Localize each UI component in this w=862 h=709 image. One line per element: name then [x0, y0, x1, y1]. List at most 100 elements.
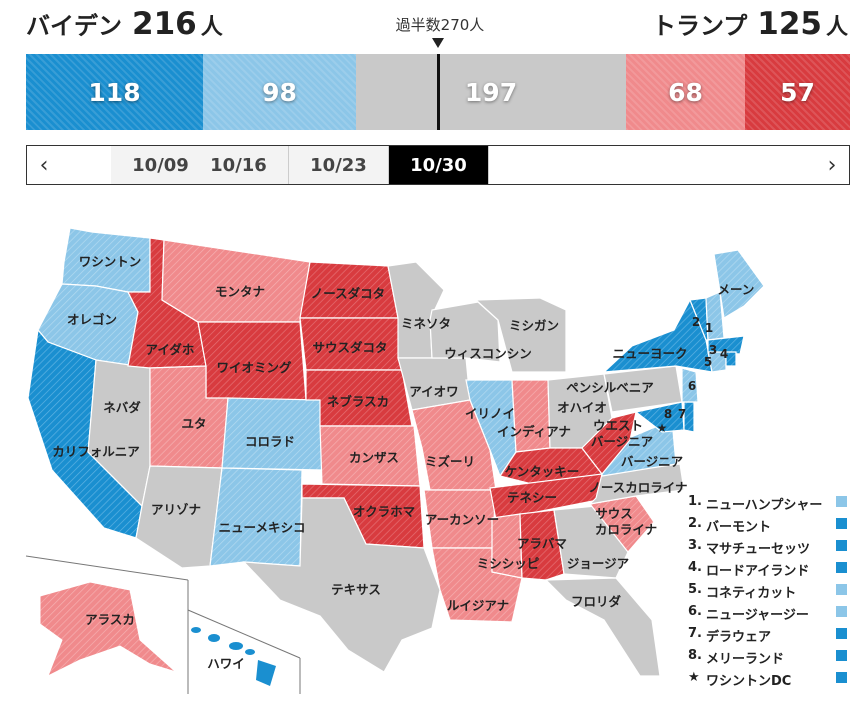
legend-num: 4.: [688, 560, 702, 575]
label-georgia: ジョージア: [567, 556, 629, 571]
legend-label: マサチューセッツ: [706, 542, 811, 557]
majority-label: 過半数270人: [395, 16, 485, 34]
label-washington: ワシントン: [79, 254, 142, 269]
state-alaska[interactable]: [39, 581, 177, 678]
label-maine: メーン: [718, 282, 755, 297]
bar-lean-biden: 98: [203, 54, 356, 130]
biden-total: バイデン 216 人: [26, 6, 223, 42]
chevron-right-icon[interactable]: ›: [827, 152, 837, 178]
state-connecticut[interactable]: [707, 351, 727, 373]
legend-swatch: [836, 540, 847, 551]
header: バイデン 216 人 過半数270人 トランプ 125 人: [0, 0, 862, 52]
legend-label: ニュージャージー: [706, 608, 809, 623]
label-north-dakota: ノースダコタ: [311, 286, 385, 301]
state-indiana[interactable]: [511, 379, 551, 453]
chevron-left-icon[interactable]: ‹: [39, 152, 49, 178]
label-west-virginia-1: ウエスト: [593, 418, 643, 433]
legend-label: コネティカット: [706, 586, 797, 601]
legend-num: 6.: [688, 604, 702, 619]
label-alaska: アラスカ: [85, 612, 135, 627]
legend-item: ★ ワシントンDC: [688, 668, 858, 689]
legend-item: 5. コネティカット: [688, 580, 858, 601]
legend-item: 6. ニュージャージー: [688, 602, 858, 623]
tab-10-23[interactable]: 10/23: [289, 146, 389, 184]
label-tennessee: テネシー: [507, 490, 557, 505]
legend-swatch: [836, 496, 847, 507]
legend-label: メリーランド: [706, 652, 785, 667]
legend-num: 5.: [688, 582, 702, 597]
marker-1: 1: [705, 321, 713, 335]
label-south-dakota: サウスダコタ: [312, 340, 387, 355]
label-north-carolina: ノースカロライナ: [588, 480, 687, 495]
tab-10-30[interactable]: 10/30: [389, 146, 489, 184]
legend-num: ★: [688, 670, 700, 685]
legend-num: 7.: [688, 626, 702, 641]
state-georgia[interactable]: [553, 505, 629, 579]
state-montana[interactable]: [161, 239, 311, 323]
legend-num: 8.: [688, 648, 702, 663]
legend-swatch: [836, 606, 847, 617]
state-hawaii[interactable]: [191, 627, 276, 686]
state-michigan[interactable]: [474, 297, 567, 373]
label-illinois: イリノイ: [465, 406, 515, 421]
label-oregon: オレゴン: [67, 312, 117, 327]
state-new-mexico[interactable]: [209, 467, 303, 567]
state-massachusetts[interactable]: [707, 335, 745, 355]
label-arizona: アリゾナ: [151, 502, 201, 517]
label-south-carolina-1: サウス: [595, 506, 633, 521]
bar-solid-trump: 57: [745, 54, 850, 130]
marker-4: 4: [720, 347, 728, 361]
majority-line: [437, 54, 440, 130]
label-nebraska: ネブラスカ: [327, 394, 389, 409]
marker-2: 2: [692, 315, 700, 329]
marker-6: 6: [688, 379, 696, 393]
label-alabama: アラバマ: [517, 536, 567, 551]
label-nevada: ネバダ: [103, 400, 141, 415]
label-ohio: オハイオ: [557, 400, 607, 415]
state-florida[interactable]: [544, 577, 661, 677]
state-maine[interactable]: [713, 249, 765, 319]
trump-total: トランプ 125 人: [652, 6, 848, 42]
label-south-carolina-2: カロライナ: [595, 522, 657, 537]
label-louisiana: ルイジアナ: [447, 598, 509, 613]
star-icon: ★: [657, 421, 668, 435]
label-wisconsin: ウィスコンシン: [444, 346, 532, 361]
legend-swatch: [836, 672, 847, 683]
state-rhode-island[interactable]: [725, 351, 737, 367]
legend-label: バーモント: [706, 520, 772, 535]
bar-lean-trump: 68: [626, 54, 745, 130]
label-mississippi: ミシシッピ: [477, 556, 540, 571]
date-timeline: ‹ 10/09 10/16 10/23 10/30 ›: [26, 145, 850, 185]
bar-solid-biden: 118: [26, 54, 203, 130]
label-oklahoma: オクラホマ: [353, 504, 415, 519]
biden-count: 216: [132, 6, 197, 42]
biden-unit: 人: [200, 15, 223, 40]
legend-item: 2. バーモント: [688, 514, 858, 535]
legend-label: ロードアイランド: [706, 564, 810, 579]
marker-5: 5: [704, 355, 712, 369]
legend-swatch: [836, 518, 847, 529]
state-arizona[interactable]: [135, 465, 223, 569]
label-montana: モンタナ: [215, 284, 265, 299]
legend-swatch: [836, 650, 847, 661]
legend-item: 1. ニューハンプシャー: [688, 492, 858, 513]
legend-swatch: [836, 562, 847, 573]
label-arkansas: アーカンソー: [425, 512, 499, 527]
label-hawaii: ハワイ: [207, 656, 245, 671]
bar-tossup: 197: [356, 54, 626, 130]
majority-arrow-icon: [432, 38, 444, 48]
label-new-mexico: ニューメキシコ: [218, 520, 305, 535]
label-idaho: アイダホ: [146, 342, 195, 357]
state-texas[interactable]: [242, 497, 441, 673]
state-new-jersey[interactable]: [681, 367, 699, 403]
legend-item: 3. マサチューセッツ: [688, 536, 858, 557]
label-new-york: ニューヨーク: [612, 346, 687, 361]
legend-num: 1.: [688, 494, 702, 509]
label-wyoming: ワイオミング: [216, 360, 292, 375]
tab-10-16[interactable]: 10/16: [189, 146, 289, 184]
state-west-virginia[interactable]: [581, 411, 637, 475]
state-alabama[interactable]: [519, 509, 565, 581]
legend-num: 3.: [688, 538, 702, 553]
label-utah: ユタ: [181, 416, 206, 431]
